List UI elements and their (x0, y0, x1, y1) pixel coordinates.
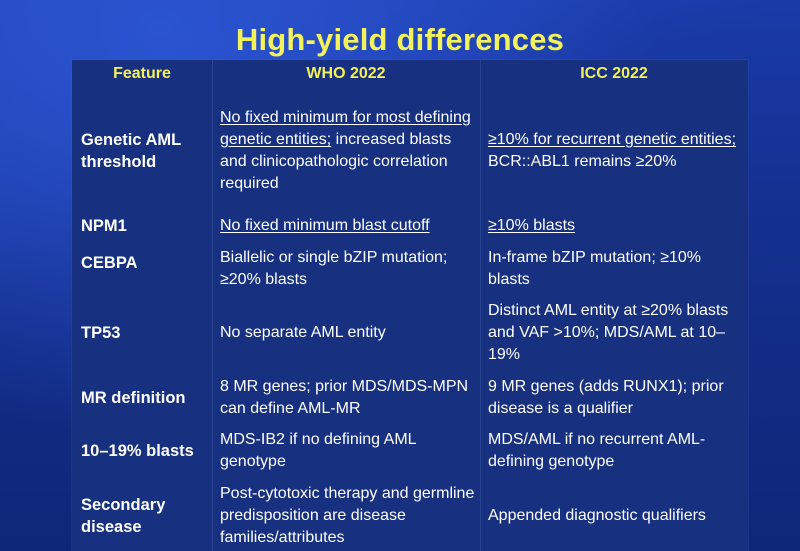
who-cell: No separate AML entity (220, 298, 478, 368)
who-text: 8 MR genes; prior MDS/MDS-MPN can define… (220, 378, 469, 417)
who-text: No fixed minimum for most defining genet… (220, 107, 478, 195)
feature-label: 10–19% blasts (81, 442, 194, 460)
comparison-table: Feature WHO 2022 ICC 2022 Genetic AML th… (72, 60, 748, 551)
who-cell: Post-cytotoxic therapy and germline pred… (220, 481, 478, 551)
icc-text: ≥10% for recurrent genetic entities; BCR… (488, 129, 740, 173)
who-text: MDS-IB2 if no defining AML genotype (220, 431, 416, 470)
icc-rest-text: BCR::ABL1 remains ≥20% (488, 153, 677, 170)
feature-label: Secondary disease (81, 496, 166, 536)
icc-cell: MDS/AML if no recurrent AML-defining gen… (488, 427, 740, 475)
who-cell: No fixed minimum for most defining genet… (220, 94, 478, 208)
feature-cell: Secondary disease (81, 481, 211, 551)
icc-text: In-frame bZIP mutation; ≥10% blasts (488, 249, 702, 288)
who-text: Post-cytotoxic therapy and germline pred… (220, 485, 475, 546)
table-row: MR definition 8 MR genes; prior MDS/MDS-… (72, 374, 748, 422)
table-row: NPM1 No fixed minimum blast cutoff ≥10% … (72, 213, 748, 239)
icc-cell: ≥10% blasts (488, 213, 740, 239)
icc-underlined-text: ≥10% blasts (488, 217, 576, 234)
icc-cell: Appended diagnostic qualifiers (488, 481, 740, 551)
icc-cell: 9 MR genes (adds RUNX1); prior disease i… (488, 374, 740, 422)
feature-label: TP53 (81, 324, 121, 342)
table-row: TP53 No separate AML entity Distinct AML… (72, 298, 748, 368)
slide-title: High-yield differences (235, 22, 565, 57)
feature-cell: 10–19% blasts (81, 427, 211, 475)
icc-text: Appended diagnostic qualifiers (488, 507, 706, 524)
who-underlined-text: No fixed minimum for most defining genet… (220, 109, 471, 148)
feature-label: CEBPA (81, 254, 138, 272)
icc-text: MDS/AML if no recurrent AML-defining gen… (488, 431, 706, 470)
who-underlined-text: No fixed minimum blast cutoff (220, 217, 430, 234)
icc-cell: In-frame bZIP mutation; ≥10% blasts (488, 245, 740, 293)
feature-cell: NPM1 (81, 213, 211, 239)
icc-text: Distinct AML entity at ≥20% blasts and V… (488, 302, 729, 363)
who-cell: Biallelic or single bZIP mutation; ≥20% … (220, 245, 478, 293)
who-rest-text: increased blasts and clinicopathologic c… (220, 131, 452, 192)
icc-text: 9 MR genes (adds RUNX1); prior disease i… (488, 378, 724, 417)
icc-cell: Distinct AML entity at ≥20% blasts and V… (488, 298, 740, 368)
column-divider (212, 60, 213, 551)
header-who-2022: WHO 2022 (306, 65, 386, 82)
table-row: Secondary disease Post-cytotoxic therapy… (72, 481, 748, 551)
table-row: CEBPA Biallelic or single bZIP mutation;… (72, 245, 748, 293)
who-text: Biallelic or single bZIP mutation; ≥20% … (220, 249, 448, 288)
who-text: No separate AML entity (220, 324, 386, 341)
feature-label: NPM1 (81, 217, 127, 235)
table-row: Genetic AML threshold No fixed minimum f… (72, 94, 748, 208)
table-row: 10–19% blasts MDS-IB2 if no defining AML… (72, 427, 748, 475)
column-divider (480, 60, 481, 551)
who-cell: No fixed minimum blast cutoff (220, 213, 478, 239)
who-cell: 8 MR genes; prior MDS/MDS-MPN can define… (220, 374, 478, 422)
header-feature: Feature (113, 65, 171, 82)
header-icc-2022: ICC 2022 (580, 65, 648, 82)
feature-label: Genetic AML threshold (81, 131, 181, 171)
feature-cell: TP53 (81, 298, 211, 368)
icc-cell: ≥10% for recurrent genetic entities; BCR… (488, 94, 740, 208)
feature-cell: MR definition (81, 374, 211, 422)
icc-underlined-text: ≥10% for recurrent genetic entities; (488, 131, 737, 148)
who-cell: MDS-IB2 if no defining AML genotype (220, 427, 478, 475)
feature-cell: CEBPA (81, 245, 211, 281)
feature-cell: Genetic AML threshold (81, 94, 211, 208)
feature-label: MR definition (81, 389, 186, 407)
